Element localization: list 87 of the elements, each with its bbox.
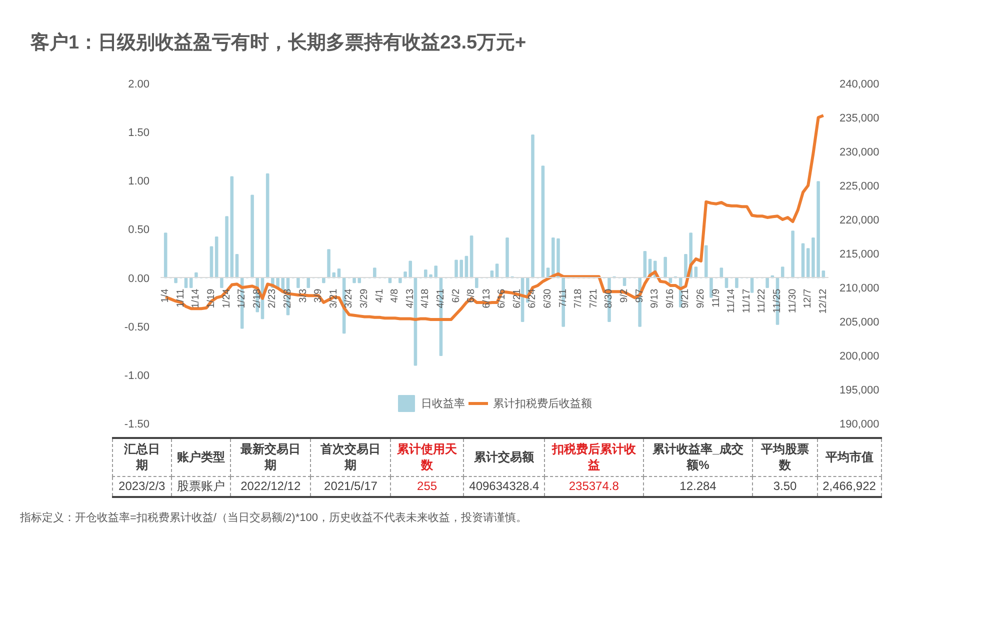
category-label: 平均市值 [817,438,882,477]
y2-tick-label: 220,000 [840,214,880,226]
x-tick-label: 2/23 [267,288,278,308]
text: 2021/5/17 [310,476,390,498]
x-tick-label: 11/9 [710,288,722,308]
x-tick-label: 11/25 [772,288,784,314]
x-tick-label: 1/24 [221,288,232,308]
text: 3.50 [752,476,818,498]
y2-tick-label: 200,000 [840,350,880,362]
category-label: 首次交易日期 [310,438,390,477]
y2-tick-label: 235,000 [840,112,880,124]
x-tick-label: 6/8 [466,288,478,303]
chart-title: 客户1：日级别收益盈亏有时，长期多票持有收益23.5万元+ [30,32,526,54]
y-tick-label: -0.50 [124,321,150,334]
x-tick-label: 3/24 [344,288,355,308]
x-tick-label: 6/30 [542,288,554,308]
category-label: 累计交易额 [464,438,545,477]
y-tick-label: 0.00 [128,272,150,285]
x-tick-label: 7/18 [573,288,584,308]
y-tick-label: 1.00 [128,176,150,188]
x-tick-label: 6/21 [512,288,523,308]
x-tick-label: 3/3 [298,288,309,303]
x-tick-label: 6/24 [527,288,538,308]
y2-tick-label: 210,000 [840,282,880,294]
text: 指标定义：开仓收益率=扣税费累计收益/（当日交易额/2)*100，历史收益不代表未来收益，投资请谨慎。 [20,511,527,526]
x-tick-label: 7/11 [558,288,569,308]
text: 股票账户 [171,476,230,498]
category-label: 累计收益率_成交额% [643,438,753,477]
x-tick-label: 12/7 [802,288,814,308]
y-tick-label: 1.50 [128,127,150,140]
x-tick-label: 1/19 [206,288,217,308]
x-tick-label: 12/12 [818,288,829,314]
text: 2,466,922 [817,476,882,498]
y2-tick-label: 225,000 [840,180,880,192]
x-tick-label: 1/11 [175,288,186,308]
legend-label: 累计扣税费后收益额 [493,396,592,410]
x-tick-label: 1/14 [190,288,202,308]
category-label: 平均股票数 [752,438,818,477]
category-label: 账户类型 [171,438,230,477]
x-tick-label: 8/30 [604,288,615,308]
x-tick-label: 11/14 [726,288,738,314]
x-tick-label: 2/28 [282,288,294,308]
y2-tick-label: 205,000 [840,316,880,328]
text: 409634328.4 [464,476,545,498]
x-tick-label: 3/21 [328,288,340,308]
x-tick-label: 4/1 [374,288,386,303]
x-tick-label: 2/18 [252,288,263,308]
x-tick-label: 4/18 [420,288,432,308]
y-tick-label: -1.50 [124,418,150,430]
text: 235374.8 [544,476,644,498]
text: 2022/12/12 [230,476,311,498]
x-tick-label: 9/7 [634,288,646,303]
y-tick-label: 0.50 [128,224,150,236]
y2-tick-label: 215,000 [840,248,880,260]
text: 12.284 [643,476,753,498]
x-tick-label: 1/4 [160,288,172,303]
category-label: 最新交易日期 [230,438,311,477]
text: 255 [390,476,464,498]
x-tick-label: 6/16 [496,288,508,308]
y-tick-label: -1.00 [124,370,150,382]
x-tick-label: 9/13 [650,288,661,308]
x-tick-label: 9/2 [619,288,630,303]
x-tick-label: 11/22 [756,288,768,314]
x-tick-label: 3/29 [358,288,370,308]
x-tick-label: 3/9 [313,288,324,303]
y2-tick-label: 230,000 [840,146,880,158]
category-label: 扣税费后累计收益 [544,438,644,477]
x-tick-label: 9/26 [696,288,707,308]
x-tick-label: 7/21 [588,288,600,308]
x-tick-label: 9/16 [664,288,676,308]
x-tick-label: 11/17 [741,288,752,314]
x-tick-label: 4/21 [435,288,446,308]
x-tick-label: 9/21 [680,288,692,308]
category-label: 汇总日期 [112,438,172,477]
y2-tick-label: 190,000 [840,418,880,430]
text: 2023/2/3 [112,476,172,498]
y-tick-label: 2.00 [128,78,150,90]
y2-tick-label: 195,000 [840,384,880,396]
x-tick-label: 6/13 [481,288,492,308]
x-tick-label: 4/13 [404,288,416,308]
x-tick-label: 4/8 [390,288,401,303]
x-tick-label: 11/30 [787,288,798,314]
x-tick-label: 6/2 [450,288,462,303]
category-label: 累计使用天数 [390,438,464,477]
y2-tick-label: 240,000 [840,78,880,90]
x-tick-label: 1/27 [236,288,248,308]
legend-label: 日收益率 [421,396,465,410]
